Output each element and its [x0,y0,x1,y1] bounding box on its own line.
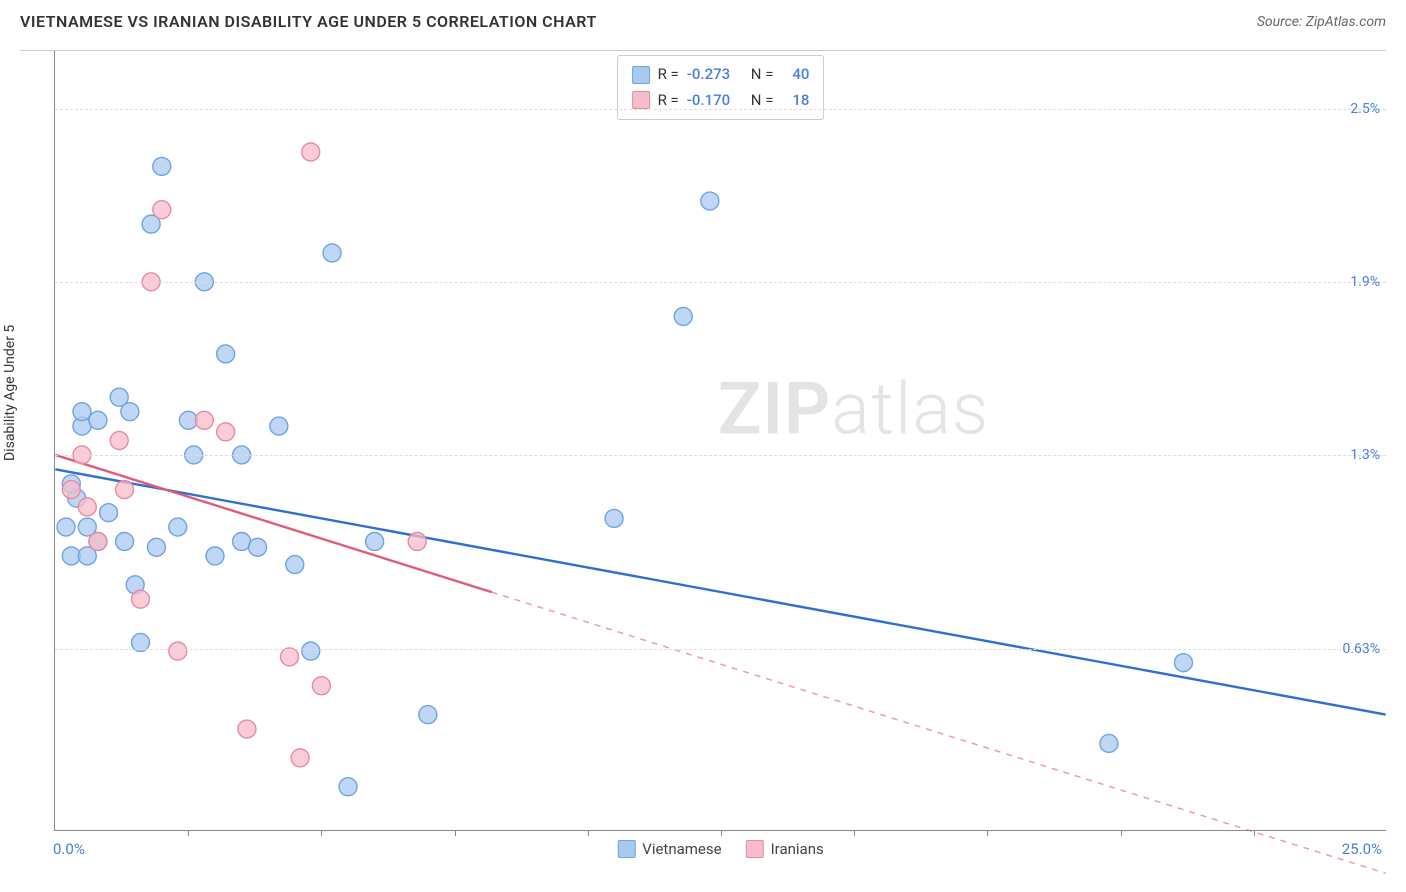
n-label: N = [751,62,774,88]
n-value: 40 [781,62,809,88]
data-point [280,648,298,666]
correlation-legend: R = -0.273 N = 40 R = -0.170 N = 18 [617,55,825,120]
plot-svg [55,51,1386,830]
chart-title: VIETNAMESE VS IRANIAN DISABILITY AGE UND… [20,12,597,31]
data-point [110,432,128,450]
data-point [1100,734,1118,752]
legend-swatch [617,840,635,858]
data-point [121,403,139,421]
data-point [89,411,107,429]
x-tick [987,830,988,836]
r-label: R = [658,62,679,88]
data-point [270,417,288,435]
y-tick-label: 1.3% [1350,447,1380,463]
x-tick [721,830,722,836]
data-point [153,201,171,219]
data-point [153,157,171,175]
y-tick-label: 1.9% [1350,274,1380,290]
data-point [78,498,96,516]
chart-header: VIETNAMESE VS IRANIAN DISABILITY AGE UND… [0,0,1406,39]
x-tick [588,830,589,836]
data-point [116,532,134,550]
trend-line [55,455,491,592]
legend-swatch [746,840,764,858]
data-point [312,677,330,695]
data-point [116,481,134,499]
data-point [674,307,692,325]
r-value: -0.273 [687,62,743,88]
data-point [132,590,150,608]
trend-line [55,469,1385,714]
data-point [323,244,341,262]
legend-series-item: Iranians [746,840,824,858]
legend-series-label: Vietnamese [642,840,721,858]
x-tick [321,830,322,836]
gridline [55,649,1386,650]
y-tick-label: 2.5% [1350,101,1380,117]
gridline [55,282,1386,283]
data-point [238,720,256,738]
source-attribution: Source: ZipAtlas.com [1257,14,1386,30]
x-tick [188,830,189,836]
x-tick [1254,830,1255,836]
data-point [249,538,267,556]
gridline [55,109,1386,110]
plot-area: ZIPatlas R = -0.273 N = 40 R = -0.170 N … [54,51,1386,831]
x-tick [1121,830,1122,836]
data-point [169,518,187,536]
x-axis-start-label: 0.0% [53,840,85,858]
data-point [147,538,165,556]
legend-stat-row: R = -0.273 N = 40 [632,62,810,88]
x-tick [854,830,855,836]
y-tick-label: 0.63% [1342,641,1380,657]
data-point [57,518,75,536]
legend-swatch [632,91,650,109]
data-point [291,749,309,767]
data-point [302,143,320,161]
data-point [302,642,320,660]
x-tick [455,830,456,836]
chart-container: Disability Age Under 5 ZIPatlas R = -0.2… [20,50,1386,870]
data-point [62,481,80,499]
data-point [1174,654,1192,672]
data-point [408,532,426,550]
series-legend: Vietnamese Iranians [617,840,823,858]
data-point [169,642,187,660]
gridline [55,455,1386,456]
legend-series-label: Iranians [771,840,824,858]
data-point [419,706,437,724]
legend-series-item: Vietnamese [617,840,721,858]
y-axis-label: Disability Age Under 5 [2,324,18,460]
data-point [100,504,118,522]
trend-line-extrapolated [492,592,1386,873]
data-point [217,423,235,441]
x-axis-end-label: 25.0% [1342,840,1382,858]
data-point [73,403,91,421]
data-point [286,556,304,574]
data-point [89,532,107,550]
data-point [339,778,357,796]
data-point [605,509,623,527]
data-point [195,411,213,429]
legend-swatch [632,66,650,84]
data-point [206,547,224,565]
data-point [366,532,384,550]
data-point [701,192,719,210]
data-point [217,345,235,363]
